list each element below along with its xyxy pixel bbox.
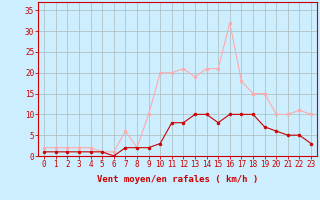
X-axis label: Vent moyen/en rafales ( km/h ): Vent moyen/en rafales ( km/h ) <box>97 175 258 184</box>
